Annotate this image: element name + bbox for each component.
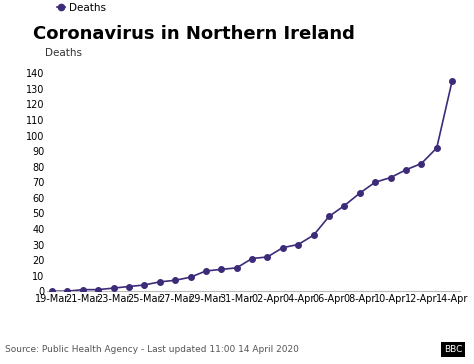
Text: BBC: BBC (444, 345, 462, 354)
Text: Source: Public Health Agency - Last updated 11:00 14 April 2020: Source: Public Health Agency - Last upda… (5, 345, 299, 354)
Text: Deaths: Deaths (45, 48, 82, 58)
Text: Coronavirus in Northern Ireland: Coronavirus in Northern Ireland (33, 25, 355, 43)
Legend: Deaths: Deaths (53, 0, 110, 17)
